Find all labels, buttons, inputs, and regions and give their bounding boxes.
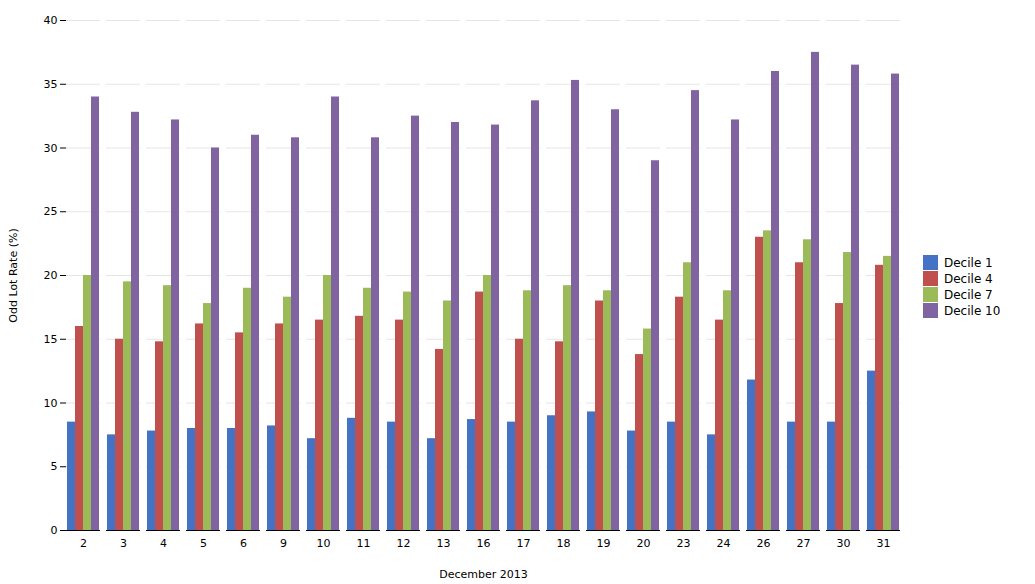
svg-text:5: 5 <box>51 460 58 473</box>
svg-text:40: 40 <box>44 14 58 27</box>
html-text:Decile 4: Decile 4 <box>944 271 993 286</box>
svg-text:26: 26 <box>757 537 771 550</box>
svg-text:30: 30 <box>44 142 58 155</box>
svg-text:19: 19 <box>597 537 611 550</box>
svg-text:20: 20 <box>44 269 58 282</box>
svg-text:12: 12 <box>397 537 411 550</box>
svg-text:December 2013: December 2013 <box>439 568 528 581</box>
svg-text:25: 25 <box>44 205 58 218</box>
svg-text:5: 5 <box>200 537 207 550</box>
svg-text:18: 18 <box>557 537 571 550</box>
svg-text:30: 30 <box>837 537 851 550</box>
svg-text:10: 10 <box>317 537 331 550</box>
html-text:Decile 1: Decile 1 <box>944 255 993 270</box>
svg-text:15: 15 <box>44 333 58 346</box>
svg-text:31: 31 <box>877 537 891 550</box>
svg-text:27: 27 <box>797 537 811 550</box>
svg-text:35: 35 <box>44 78 58 91</box>
svg-text:4: 4 <box>160 537 167 550</box>
svg-text:13: 13 <box>437 537 451 550</box>
svg-text:0: 0 <box>51 524 58 537</box>
svg-text:2: 2 <box>80 537 87 550</box>
svg-text:9: 9 <box>280 537 287 550</box>
svg-text:23: 23 <box>677 537 691 550</box>
svg-text:11: 11 <box>357 537 371 550</box>
svg-text:Odd Lot Rate (%): Odd Lot Rate (%) <box>7 228 20 322</box>
svg-text:20: 20 <box>637 537 651 550</box>
svg-text:3: 3 <box>120 537 127 550</box>
html-text:Decile 7: Decile 7 <box>944 287 993 302</box>
svg-text:10: 10 <box>44 397 58 410</box>
svg-text:24: 24 <box>717 537 731 550</box>
svg-text:6: 6 <box>240 537 247 550</box>
svg-text:16: 16 <box>477 537 491 550</box>
svg-text:17: 17 <box>517 537 531 550</box>
html-text:Decile 10: Decile 10 <box>944 303 1001 318</box>
